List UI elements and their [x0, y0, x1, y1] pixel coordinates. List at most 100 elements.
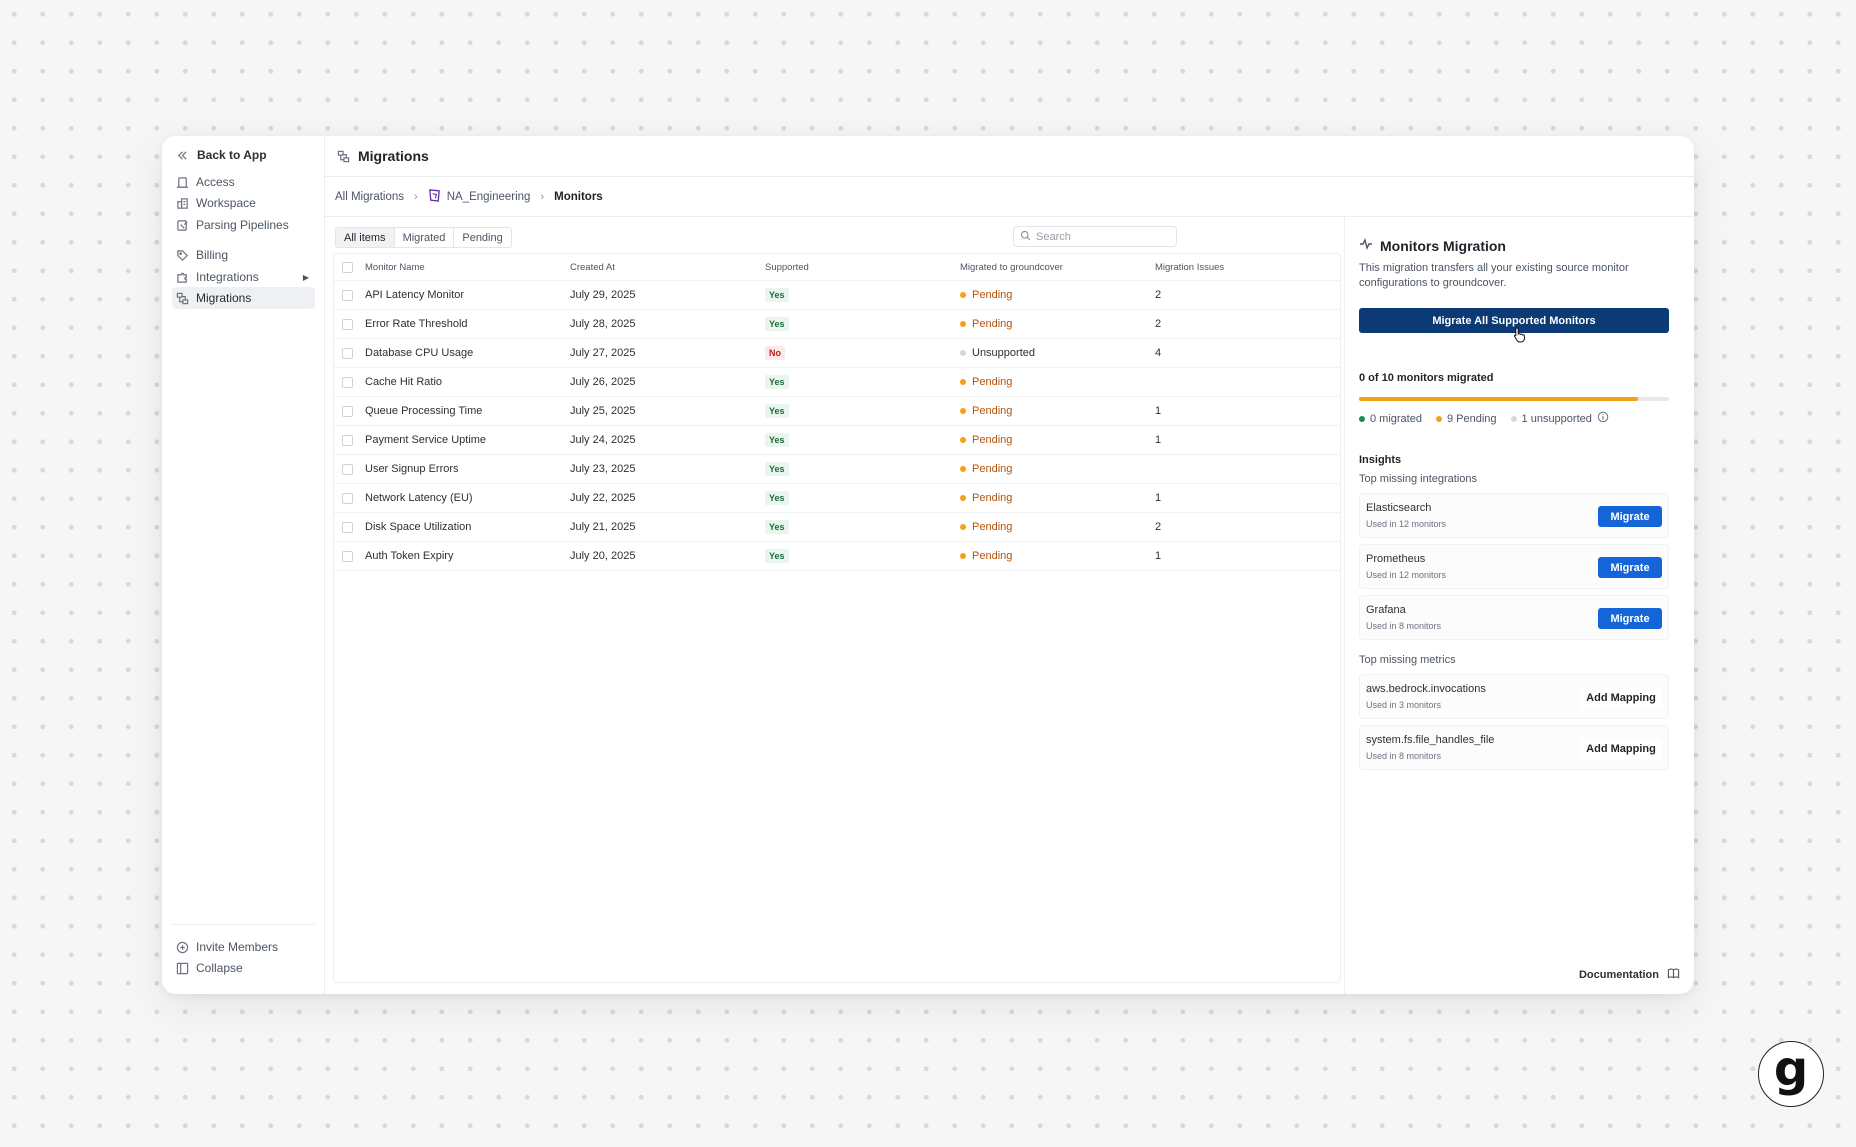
groundcover-logo: g — [1758, 1041, 1824, 1107]
table-row[interactable]: Cache Hit Ratio July 26, 2025 Yes Pending — [334, 368, 1340, 397]
created-at: July 27, 2025 — [570, 347, 636, 359]
progress-bar — [1359, 397, 1669, 401]
table-row[interactable]: API Latency Monitor July 29, 2025 Yes Pendi… — [334, 281, 1340, 310]
column-header-issues[interactable]: Migration Issues — [1155, 261, 1225, 273]
row-checkbox[interactable] — [342, 463, 353, 475]
migration-issues: 2 — [1155, 289, 1162, 301]
tab-all-items[interactable]: All items — [336, 228, 395, 247]
search-input[interactable]: Search — [1013, 226, 1177, 247]
panel-description: This migration transfers all your existi… — [1359, 262, 1629, 289]
table-row[interactable]: Payment Service Uptime July 24, 2025 Yes Pe… — [334, 426, 1340, 455]
sidebar-item-billing[interactable]: Billing — [172, 244, 315, 266]
door-icon — [176, 176, 189, 189]
metric-usage: Used in 3 monitors — [1366, 700, 1442, 710]
documentation-link[interactable]: Documentation — [1579, 967, 1680, 983]
caret-right-icon[interactable]: ▶ — [302, 272, 309, 282]
sidebar-item-access[interactable]: Access — [172, 171, 315, 193]
column-header-migrated[interactable]: Migrated to groundcover — [960, 261, 1063, 273]
monitor-name: Database CPU Usage — [365, 347, 474, 359]
row-checkbox[interactable] — [342, 521, 353, 533]
row-checkbox[interactable] — [342, 347, 353, 359]
row-checkbox[interactable] — [342, 550, 353, 562]
add-mapping-button[interactable]: Add Mapping — [1580, 687, 1662, 708]
row-checkbox[interactable] — [342, 318, 353, 330]
created-at: July 25, 2025 — [570, 405, 636, 417]
sidebar-collapse-icon — [176, 962, 189, 975]
supported-badge: Yes — [765, 288, 789, 302]
column-header-created-at[interactable]: Created At — [570, 261, 615, 273]
tab-migrated[interactable]: Migrated — [395, 228, 455, 247]
supported-badge: Yes — [765, 317, 789, 331]
monitor-name: Cache Hit Ratio — [365, 376, 443, 388]
migration-status: Pending — [960, 318, 1012, 330]
back-to-app-link[interactable]: Back to App — [176, 148, 267, 162]
integration-card: Elasticsearch Used in 12 monitors Migrat… — [1359, 493, 1669, 538]
app-window: Back to App Access Workspace Parsing Pip… — [162, 136, 1694, 994]
collapse-sidebar-button[interactable]: Collapse — [172, 957, 315, 979]
sidebar-item-parsing-pipelines[interactable]: Parsing Pipelines — [172, 214, 315, 236]
table-row[interactable]: Network Latency (EU) July 22, 2025 Yes Pend… — [334, 484, 1340, 513]
collapse-label: Collapse — [196, 961, 243, 975]
integration-name: Grafana — [1366, 604, 1406, 616]
tab-pending[interactable]: Pending — [462, 231, 503, 244]
integration-usage: Used in 12 monitors — [1366, 519, 1447, 529]
column-header-monitor-name[interactable]: Monitor Name — [365, 261, 425, 273]
migrate-prometheus-button[interactable]: Migrate — [1598, 557, 1662, 578]
sidebar-item-workspace[interactable]: Workspace — [172, 192, 315, 214]
invite-members-button[interactable]: Invite Members — [172, 936, 315, 958]
metric-card: aws.bedrock.invocations Used in 3 monito… — [1359, 674, 1669, 719]
row-checkbox[interactable] — [342, 405, 353, 417]
breadcrumb-org-label: NA_Engineering — [446, 190, 531, 203]
row-checkbox[interactable] — [342, 492, 353, 504]
supported-badge: Yes — [765, 462, 789, 476]
breadcrumb-current: Monitors — [554, 190, 603, 203]
table-row[interactable]: Database CPU Usage July 27, 2025 No Unsuppo… — [334, 339, 1340, 368]
sidebar-item-label: Billing — [196, 248, 229, 262]
plus-circle-icon — [176, 941, 189, 954]
integration-usage: Used in 8 monitors — [1366, 621, 1442, 631]
created-at: July 29, 2025 — [570, 289, 636, 301]
monitor-name: Disk Space Utilization — [365, 521, 472, 533]
migrate-grafana-button[interactable]: Migrate — [1598, 608, 1662, 629]
table-row[interactable]: Disk Space Utilization July 21, 2025 Yes Pe… — [334, 513, 1340, 542]
row-checkbox[interactable] — [342, 376, 353, 388]
monitor-name: User Signup Errors — [365, 463, 459, 475]
add-mapping-button[interactable]: Add Mapping — [1580, 738, 1662, 759]
datadog-logo-icon — [428, 188, 441, 205]
metric-name: aws.bedrock.invocations — [1366, 683, 1486, 695]
table-row[interactable]: Auth Token Expiry July 20, 2025 Yes Pending… — [334, 542, 1340, 571]
breadcrumb-org[interactable]: NA_Engineering — [428, 188, 531, 205]
column-header-supported[interactable]: Supported — [765, 261, 809, 273]
info-icon[interactable] — [1597, 411, 1609, 426]
monitor-name: Queue Processing Time — [365, 405, 483, 417]
row-checkbox[interactable] — [342, 289, 353, 301]
migration-status: Pending — [960, 289, 1012, 301]
breadcrumb-all-migrations[interactable]: All Migrations — [335, 190, 405, 203]
puzzle-icon — [176, 271, 189, 284]
monitor-name: API Latency Monitor — [365, 289, 465, 301]
migration-status: Pending — [960, 550, 1012, 562]
migration-status: Pending — [960, 405, 1012, 417]
panel-title: Monitors Migration — [1359, 237, 1506, 254]
table-row[interactable]: User Signup Errors July 23, 2025 Yes Pendin… — [334, 455, 1340, 484]
supported-badge: Yes — [765, 433, 789, 447]
documentation-label: Documentation — [1578, 969, 1659, 981]
select-all-checkbox[interactable] — [342, 261, 353, 273]
created-at: July 21, 2025 — [570, 521, 636, 533]
legend-migrated: 0 migrated — [1359, 413, 1422, 425]
migrate-elasticsearch-button[interactable]: Migrate — [1598, 506, 1662, 527]
monitor-name: Network Latency (EU) — [365, 492, 473, 504]
table-row[interactable]: Error Rate Threshold July 28, 2025 Yes Pend… — [334, 310, 1340, 339]
row-checkbox[interactable] — [342, 434, 353, 446]
migration-icon — [176, 292, 189, 305]
back-to-app-label: Back to App — [197, 148, 267, 162]
migrate-all-button[interactable]: Migrate All Supported Monitors — [1359, 308, 1669, 333]
sidebar-divider — [172, 924, 315, 925]
sidebar-item-migrations[interactable]: Migrations — [172, 287, 315, 309]
breadcrumb: All Migrations › NA_Engineering › Monito… — [325, 176, 1694, 217]
table-row[interactable]: Queue Processing Time July 25, 2025 Yes Pen… — [334, 397, 1340, 426]
page-header: Migrations — [325, 136, 1694, 176]
sidebar-item-integrations[interactable]: Integrations ▶ — [172, 266, 315, 288]
table-header: Monitor Name Created At Supported Migrat… — [334, 254, 1340, 281]
monitor-name: Auth Token Expiry — [365, 550, 454, 562]
